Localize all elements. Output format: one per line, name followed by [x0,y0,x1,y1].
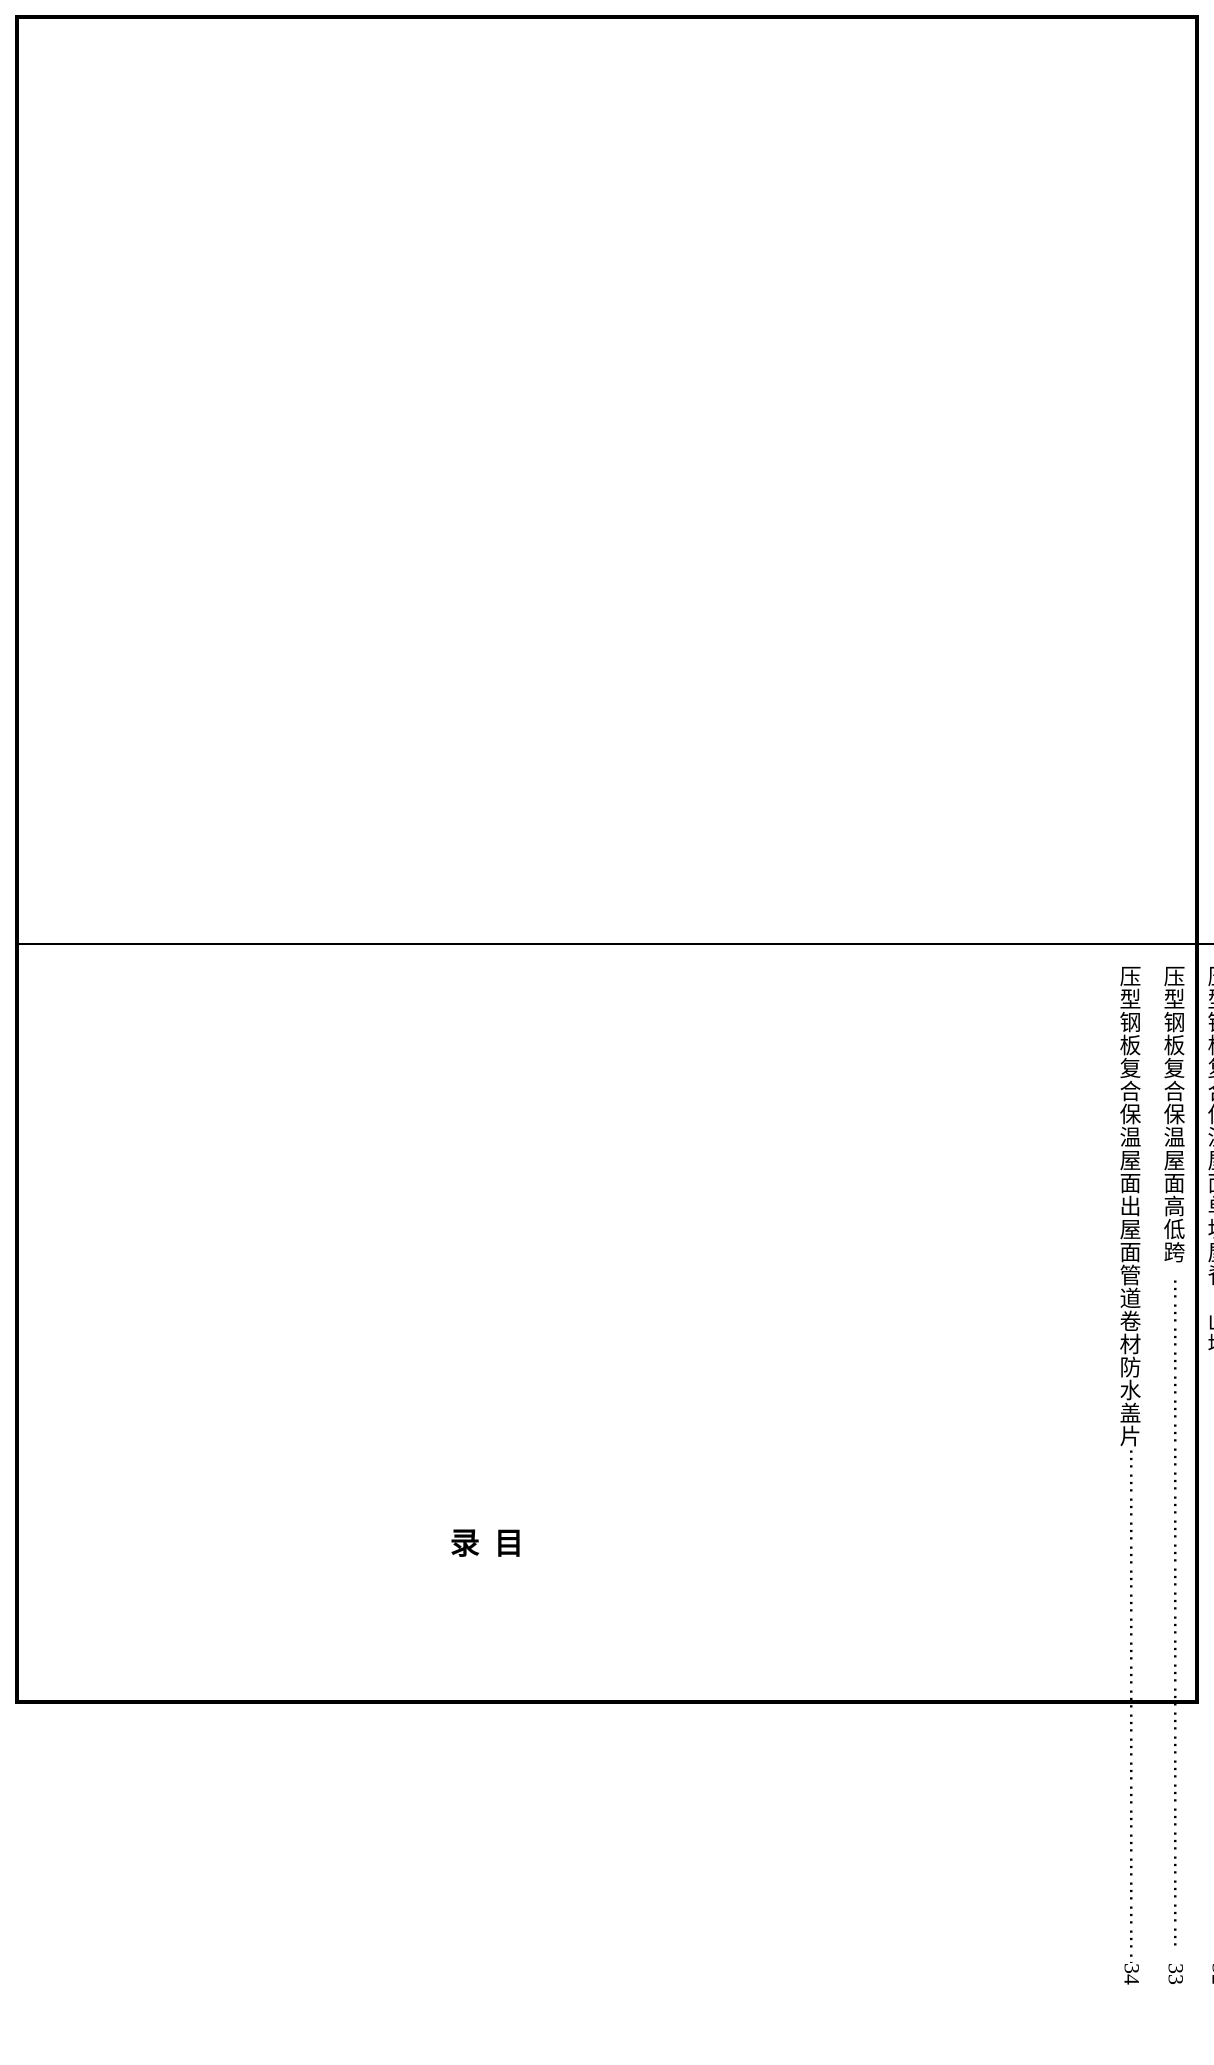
toc-line: 压型钢板复合保温屋面出屋面管道卷材防水盖片⋯⋯⋯⋯⋯⋯⋯⋯⋯⋯⋯⋯⋯⋯⋯⋯⋯⋯⋯… [1113,965,1145,1985]
toc-dots: ⋯⋯⋯⋯⋯⋯⋯⋯⋯⋯⋯⋯⋯⋯⋯⋯⋯⋯⋯⋯⋯⋯⋯⋯⋯⋯⋯⋯ [1201,1356,1214,1963]
toc-dots: ⋯⋯⋯⋯⋯⋯⋯⋯⋯⋯⋯⋯⋯⋯⋯⋯⋯⋯⋯⋯⋯⋯⋯⋯⋯⋯⋯⋯ [1113,1448,1145,1963]
toc-page: 33 [1157,1963,1189,1985]
toc-dots: ⋯⋯⋯⋯⋯⋯⋯⋯⋯⋯⋯⋯⋯⋯⋯⋯⋯⋯⋯⋯⋯⋯⋯⋯⋯⋯⋯⋯ [1157,1264,1189,1963]
toc-text: 压型钢板复合保温屋面高低跨 [1157,965,1189,1264]
toc-text: 压型钢板复合保温屋面出屋面管道卷材防水盖片 [1113,965,1145,1448]
toc-line: 压型钢板复合保温屋面高低跨⋯⋯⋯⋯⋯⋯⋯⋯⋯⋯⋯⋯⋯⋯⋯⋯⋯⋯⋯⋯⋯⋯⋯⋯⋯⋯⋯… [1157,965,1189,1985]
toc-page: 34 [1113,1963,1145,1985]
info-block: 批准部门 中华人民共和国建设部 批准文号 建质 [2006] 281号 主编单位… [37,41,1214,933]
toc-line: 压型钢板复合保温屋面单坡屋脊、山墙⋯⋯⋯⋯⋯⋯⋯⋯⋯⋯⋯⋯⋯⋯⋯⋯⋯⋯⋯⋯⋯⋯⋯… [1201,965,1214,1985]
toc-heading-center: 目 录 [439,1527,527,1885]
toc-right-block: 双层压型钢板复合保温隔热屋面构造（檩条暗藏型）⋯⋯⋯⋯⋯⋯⋯⋯⋯⋯⋯⋯⋯⋯⋯⋯⋯… [37,965,1214,1985]
toc-right-entries: 双层压型钢板复合保温隔热屋面构造（檩条暗藏型）⋯⋯⋯⋯⋯⋯⋯⋯⋯⋯⋯⋯⋯⋯⋯⋯⋯… [1113,965,1214,1985]
header-box: 压型钢板、夹芯板屋面及墙体建筑构造（二） 批准部门 中华人民共和国建设部 批准文… [19,19,1214,945]
toc-body: 目 录 目录⋯⋯⋯⋯⋯⋯⋯⋯⋯⋯⋯⋯⋯⋯⋯⋯⋯⋯⋯⋯⋯⋯⋯⋯⋯⋯⋯⋯1说明⋯⋯⋯… [19,945,1214,2065]
toc-page: 32 [1201,1963,1214,1985]
left-column: 压型钢板、夹芯板屋面及墙体建筑构造（二） 批准部门 中华人民共和国建设部 批准文… [19,19,1214,1700]
toc-text: 压型钢板复合保温屋面单坡屋脊、山墙 [1201,965,1214,1356]
page-frame: 压型钢板、夹芯板屋面及墙体建筑构造（二） 批准部门 中华人民共和国建设部 批准文… [15,15,1199,1704]
